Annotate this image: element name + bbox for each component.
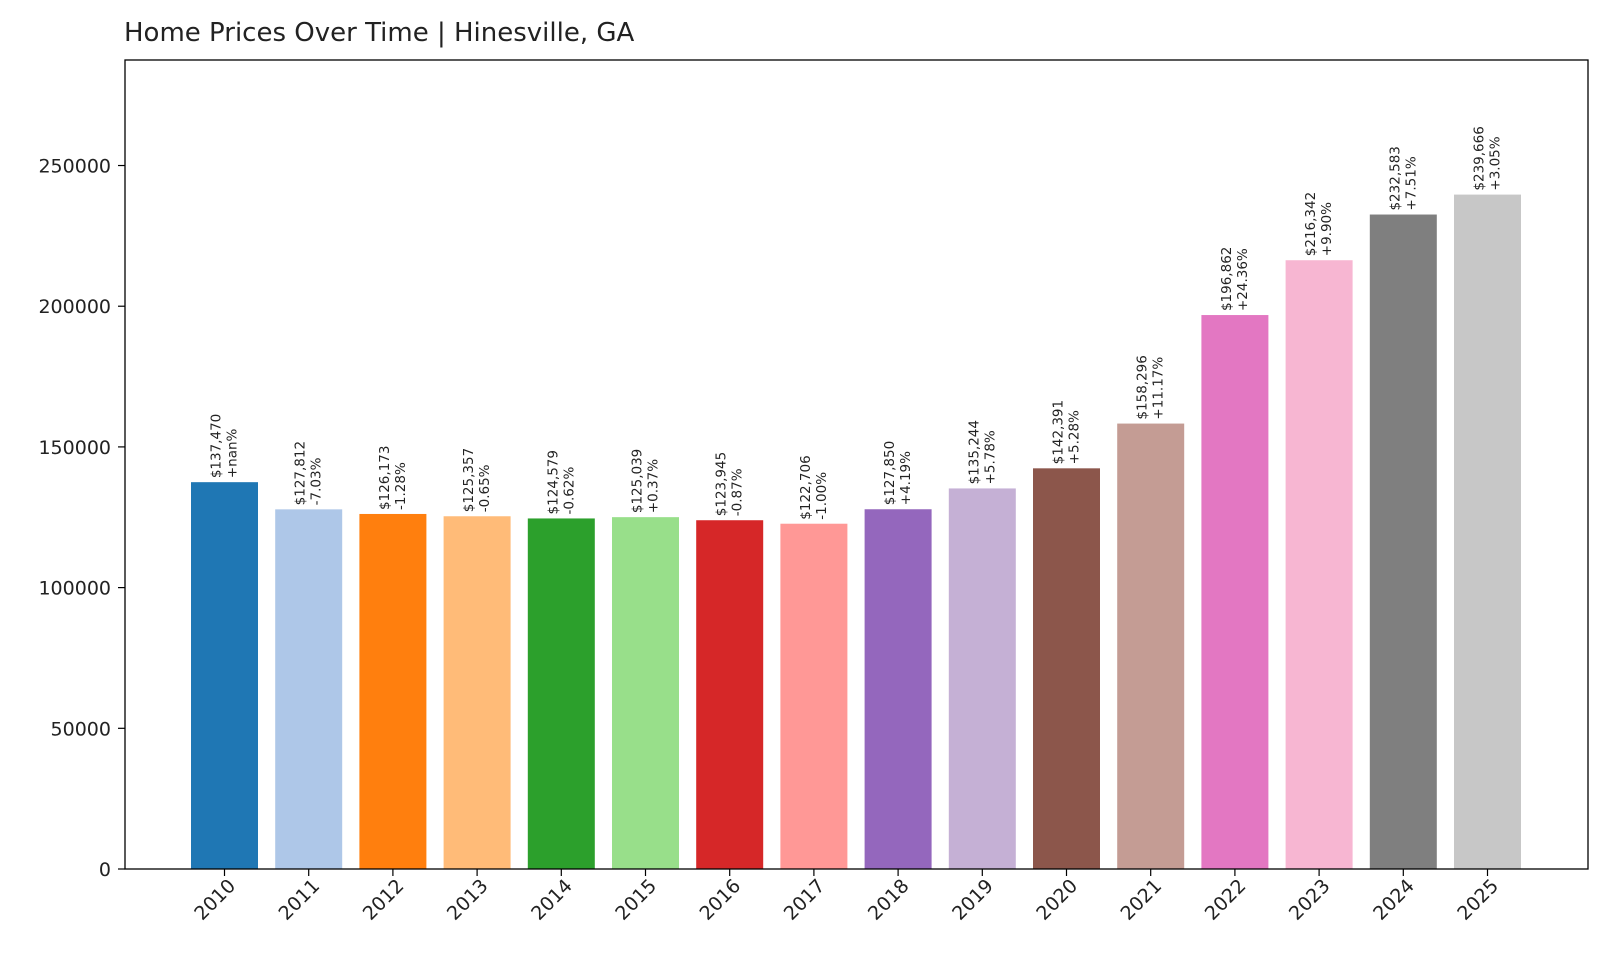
bar-price-label: $126,173 [377,446,393,510]
bar [359,513,427,869]
x-tick-label: 2010 [190,875,240,925]
bar-value-label: $158,296+11.17% [1135,355,1167,419]
x-tick-label: 2019 [948,875,998,925]
bar [443,516,511,869]
bar-value-label: $196,862+24.36% [1219,247,1251,311]
x-tick-label: 2012 [359,875,409,925]
bar-price-label: $196,862 [1219,247,1235,311]
bar-price-label: $142,391 [1051,400,1067,464]
bar-change-label: -0.87% [730,468,746,516]
bar-change-label: -1.00% [814,472,830,520]
bar-change-label: +5.28% [1067,410,1083,464]
bar-value-label: $126,173-1.28% [377,446,409,510]
bar-price-label: $127,850 [882,441,898,505]
bar-value-label: $232,583+7.51% [1387,146,1419,210]
bar-price-label: $125,357 [461,448,477,512]
x-tick-label: 2020 [1032,875,1082,925]
bar-change-label: -1.28% [393,462,409,510]
bar-change-label: +5.78% [982,430,998,484]
x-tick-label: 2014 [527,875,577,925]
bar-price-label: $125,039 [630,449,646,513]
x-tick-label: 2025 [1453,875,1503,925]
bar-change-label: -0.62% [561,467,577,515]
y-axis: 0 50000 100000 150000 200000 250000 [38,156,125,881]
bar [1201,315,1269,869]
bar [612,517,679,869]
x-tick-label: 2016 [695,875,745,925]
y-tick-label: 100000 [38,578,111,600]
bar-value-label: $142,391+5.28% [1051,400,1083,464]
bar-value-label: $124,579-0.62% [545,450,577,514]
bar-value-label: $122,706-1.00% [798,455,830,519]
bar [527,518,595,869]
bar [864,509,932,869]
bar-value-label: $125,039+0.37% [630,449,662,513]
bar-change-label: +0.37% [646,459,662,513]
bar-price-label: $127,812 [293,441,309,505]
x-tick-label: 2015 [611,875,661,925]
bar-change-label: +24.36% [1235,248,1251,311]
x-tick-label: 2022 [1201,875,1251,925]
bar-price-label: $137,470 [209,414,225,478]
bar [1369,214,1437,869]
bar-change-label: +3.05% [1488,136,1504,190]
bar-price-label: $122,706 [798,455,814,519]
bar-value-label: $239,666+3.05% [1472,126,1504,190]
x-tick-label: 2011 [274,875,324,925]
bar [948,488,1016,869]
bar-value-label: $125,357-0.65% [461,448,493,512]
bar [780,523,848,869]
bar-change-label: +11.17% [1151,357,1167,420]
bar [191,482,258,869]
x-tick-label: 2018 [864,875,914,925]
bar [1033,468,1100,869]
bar-price-label: $124,579 [545,450,561,514]
bar [275,509,343,869]
y-tick-label: 0 [99,859,111,881]
bar-value-label: $127,850+4.19% [882,441,914,505]
y-tick-label: 150000 [38,437,111,459]
bar-change-label: -0.65% [477,464,493,512]
bar-value-label: $127,812-7.03% [293,441,325,505]
bar-price-label: $239,666 [1472,126,1488,190]
y-tick-label: 50000 [51,718,111,740]
bar-value-label: $123,945-0.87% [714,452,746,516]
plot-frame [124,59,1589,870]
bar-price-label: $158,296 [1135,355,1151,419]
x-tick-label: 2013 [443,875,493,925]
bar-price-label: $135,244 [966,420,982,484]
bar [1454,194,1521,870]
y-tick-label: 200000 [38,296,111,318]
y-tick-label: 250000 [38,156,111,178]
bars-layer [191,194,1521,870]
chart-title: Home Prices Over Time | Hinesville, GA [124,18,635,48]
bar [1117,423,1185,869]
x-axis: 2010 2011 2012 2013 2014 2015 2016 2017 2018 2019… [190,869,1503,925]
bar-price-label: $216,342 [1303,192,1319,256]
bar-change-label: +nan% [225,428,241,478]
bar [1285,260,1353,869]
bar-price-label: $232,583 [1387,146,1403,210]
bar-change-label: -7.03% [309,457,325,505]
bar-price-label: $123,945 [714,452,730,516]
bar-change-label: +7.51% [1403,156,1419,210]
bar [696,520,764,869]
bar-value-label: $216,342+9.90% [1303,192,1335,256]
bar-change-label: +4.19% [898,451,914,505]
bar-change-label: +9.90% [1319,202,1335,256]
x-tick-label: 2017 [780,875,830,925]
bar-value-label: $137,470+nan% [209,414,241,478]
x-tick-label: 2024 [1369,875,1419,925]
x-tick-label: 2023 [1285,875,1335,925]
x-tick-label: 2021 [1116,875,1166,925]
bar-labels-layer: $137,470+nan% $127,812-7.03% $126,173-1.28… [209,126,1504,520]
bar-value-label: $135,244+5.78% [966,420,998,484]
